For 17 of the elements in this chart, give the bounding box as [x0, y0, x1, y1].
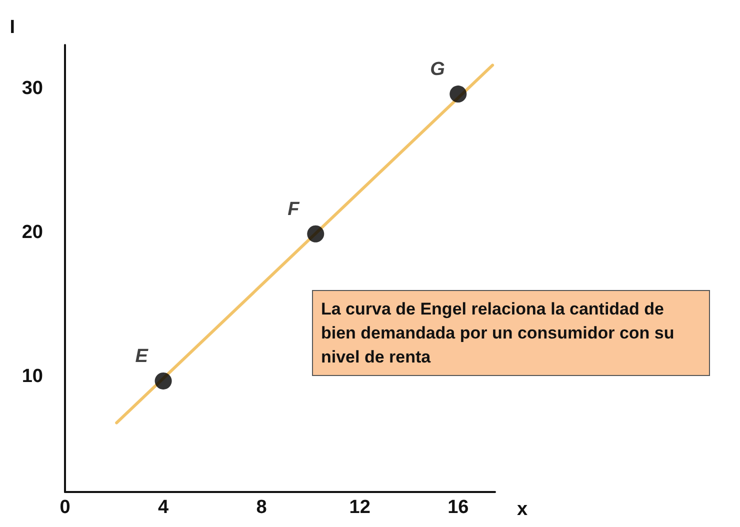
x-axis-title: x	[517, 499, 528, 520]
annotation: E	[135, 346, 150, 367]
point	[450, 86, 467, 103]
y-tick-label: 20	[22, 222, 43, 243]
y-tick-label: 10	[22, 366, 43, 388]
annotation: La curva de Engel relaciona la cantidad de bien demandada por un consumidor con su nivel de renta	[321, 300, 679, 366]
point	[307, 225, 324, 242]
point	[154, 372, 172, 390]
annotation: F	[288, 198, 301, 220]
x-tick-label: 16	[448, 497, 469, 518]
x-tick-label: 0	[60, 497, 70, 518]
y-tick-label: 30	[22, 78, 43, 99]
x-tick-label: 8	[256, 497, 267, 518]
y-axis-title: I	[10, 17, 15, 38]
annotation: G	[430, 59, 446, 80]
x-tick-label: 4	[158, 497, 169, 518]
x-tick-label: 12	[349, 497, 370, 518]
